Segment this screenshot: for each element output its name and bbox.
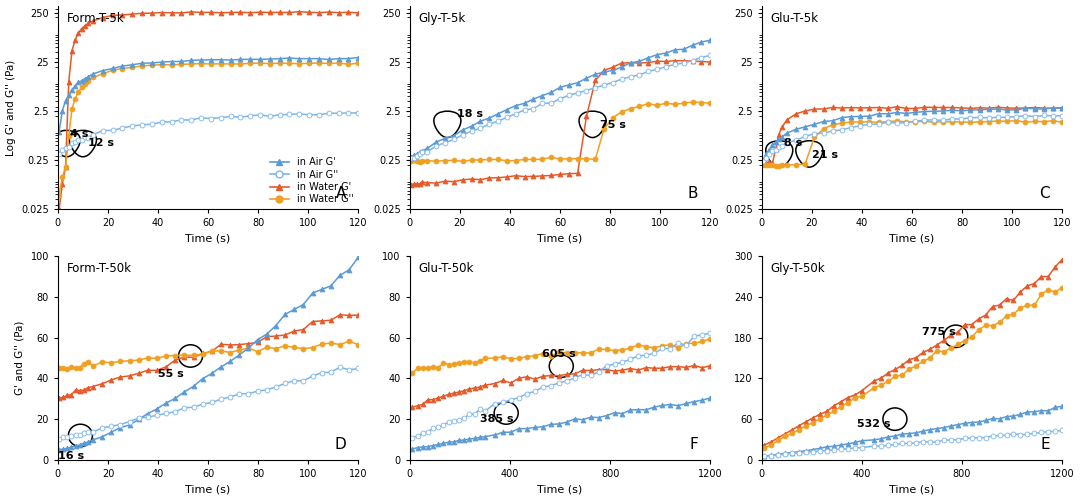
Text: 8 s: 8 s — [784, 138, 802, 148]
Text: Glu-T-5k: Glu-T-5k — [771, 12, 819, 24]
Text: 605 s: 605 s — [542, 349, 576, 359]
Text: 75 s: 75 s — [600, 120, 626, 130]
X-axis label: Time (s): Time (s) — [538, 484, 582, 494]
Text: B: B — [688, 186, 698, 201]
X-axis label: Time (s): Time (s) — [186, 484, 231, 494]
Text: A: A — [336, 186, 347, 201]
Text: Form-T-5k: Form-T-5k — [67, 12, 124, 24]
Text: C: C — [1039, 186, 1050, 201]
Text: 385 s: 385 s — [480, 414, 513, 424]
Text: 532 s: 532 s — [856, 419, 890, 429]
Text: 55 s: 55 s — [158, 370, 184, 380]
Text: 775 s: 775 s — [922, 327, 956, 337]
X-axis label: Time (s): Time (s) — [538, 234, 582, 244]
X-axis label: Time (s): Time (s) — [889, 234, 934, 244]
Legend: in Air G', in Air G'', in Water G', in Water G'': in Air G', in Air G'', in Water G', in W… — [270, 157, 353, 204]
X-axis label: Time (s): Time (s) — [889, 484, 934, 494]
Y-axis label: Log G' and G'' (Pa): Log G' and G'' (Pa) — [5, 60, 15, 156]
Text: 12 s: 12 s — [87, 138, 113, 148]
Text: Gly-T-5k: Gly-T-5k — [419, 12, 467, 24]
Text: 16 s: 16 s — [58, 451, 84, 461]
Text: 4 s: 4 s — [70, 129, 89, 139]
Text: 21 s: 21 s — [812, 150, 838, 160]
Text: 18 s: 18 s — [458, 108, 484, 118]
Text: Glu-T-50k: Glu-T-50k — [419, 262, 474, 276]
Text: Gly-T-50k: Gly-T-50k — [771, 262, 825, 276]
Text: E: E — [1040, 436, 1050, 452]
Text: F: F — [689, 436, 698, 452]
Y-axis label: G' and G'' (Pa): G' and G'' (Pa) — [15, 321, 25, 395]
X-axis label: Time (s): Time (s) — [186, 234, 231, 244]
Text: D: D — [335, 436, 347, 452]
Text: Form-T-50k: Form-T-50k — [67, 262, 132, 276]
